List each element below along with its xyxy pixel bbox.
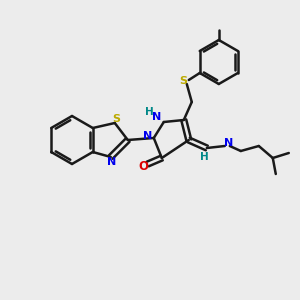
Text: N: N <box>143 131 152 141</box>
Text: S: S <box>112 114 120 124</box>
Text: H: H <box>200 152 209 162</box>
Text: N: N <box>107 157 116 167</box>
Text: N: N <box>152 112 161 122</box>
Text: H: H <box>146 107 154 117</box>
Text: N: N <box>224 138 233 148</box>
Text: O: O <box>139 160 149 172</box>
Text: S: S <box>179 76 187 86</box>
